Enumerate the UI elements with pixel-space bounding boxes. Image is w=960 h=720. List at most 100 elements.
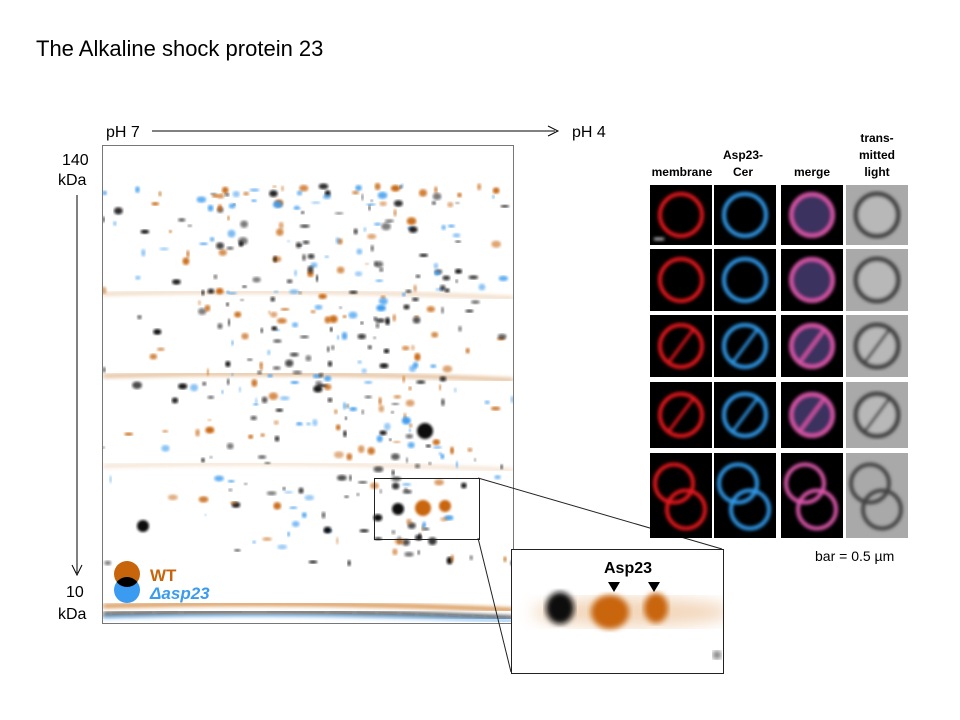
gel-spot (399, 184, 402, 189)
gel-spot (299, 224, 310, 228)
gel-spot (355, 185, 362, 191)
gel-spot (240, 298, 244, 302)
gel-spot (242, 285, 247, 288)
gel-spot (363, 227, 367, 232)
gel-spot (204, 513, 207, 517)
column-header-asp23-cer: Asp23- Cer (722, 148, 763, 179)
micrograph-membrane (650, 315, 712, 377)
micrograph-merge (781, 382, 843, 448)
gel-spot (227, 292, 237, 295)
gel-spot (104, 560, 112, 566)
gel-spot (272, 366, 281, 370)
gel-spot (282, 486, 286, 491)
gel-spot (266, 491, 277, 496)
gel-spot (312, 419, 318, 427)
gel-spot (113, 221, 117, 226)
gel-spot (217, 323, 223, 330)
gel-spot (301, 254, 306, 261)
gel-spot (354, 271, 363, 277)
gel-spot (407, 441, 415, 449)
gel-spot (391, 482, 400, 490)
legend-circles (114, 561, 140, 603)
gel-spot (344, 495, 349, 498)
gel-spot (238, 237, 248, 245)
gel-spot (206, 368, 209, 376)
gel-spot (364, 395, 372, 399)
legend-wt: WT (150, 566, 177, 585)
gel-spot (260, 433, 265, 437)
gel-spot (411, 297, 419, 302)
gel-spot (162, 429, 169, 433)
gel-spot (189, 383, 199, 392)
gel-spot (137, 520, 149, 532)
gel-spot (267, 349, 271, 356)
gel-spot (196, 196, 207, 203)
gel-spot (215, 242, 225, 250)
gel-spot (213, 274, 218, 280)
micrograph-membrane (650, 453, 712, 538)
gel-spot (367, 233, 377, 240)
gel-spot (257, 455, 267, 459)
gel-spot (324, 316, 331, 324)
gel-spot (379, 430, 387, 436)
gel-spot (379, 201, 387, 207)
gel-spot (433, 446, 442, 449)
gel-spot (264, 461, 271, 465)
gel-spot (346, 453, 353, 461)
gel-spot (353, 228, 358, 235)
gel-spot (442, 275, 451, 281)
gel-spot (392, 314, 397, 322)
mw-bottom-unit: kDa (58, 606, 87, 623)
micrograph-asp23-cer (714, 315, 776, 377)
gel-spot (187, 224, 193, 228)
gel-spot (273, 420, 279, 425)
gel-spot (210, 192, 217, 195)
gel-spot (364, 380, 373, 384)
gel-spot (207, 288, 215, 294)
gel-spot (414, 463, 421, 469)
gel-spot (468, 275, 479, 280)
gel-spot (227, 215, 230, 221)
gel-spot (113, 207, 123, 215)
gel-spot (103, 190, 107, 196)
2d-gel-image (102, 145, 514, 624)
gel-spot (430, 364, 437, 369)
gel-spot (296, 244, 303, 247)
gel-spot (491, 240, 501, 248)
gel-spot (441, 306, 444, 314)
gel-spot (433, 262, 439, 269)
gel-spot (275, 228, 284, 236)
gel-spot (137, 315, 142, 320)
gel-spot (249, 188, 260, 192)
gel-spot (290, 380, 299, 385)
gel-spot (378, 397, 382, 406)
gel-spot (439, 376, 447, 382)
gel-spot (186, 250, 190, 258)
gel-spot (391, 410, 394, 414)
gel-spot (432, 192, 442, 201)
gel-spot (331, 345, 335, 351)
gel-spot (204, 304, 211, 312)
gel-spot (500, 464, 503, 470)
gel-spot (458, 325, 462, 332)
gel-spot (414, 315, 419, 318)
gel-spot (401, 345, 410, 351)
gel-spot (373, 316, 378, 321)
gel-spot (402, 489, 412, 494)
gel-spot (391, 402, 400, 406)
gel-spot (257, 370, 262, 375)
gel-spot (201, 289, 205, 296)
gel-spot (278, 221, 284, 230)
gel-spot (234, 549, 241, 552)
gel-spot (439, 384, 442, 391)
gel-spot (224, 193, 230, 197)
gel-spot (341, 332, 348, 340)
gel-spot (323, 375, 332, 382)
zoomed-gel-region (511, 549, 724, 674)
gel-spot (275, 328, 280, 332)
gel-spot (405, 433, 414, 439)
gel-spot (455, 460, 458, 469)
gel-spot (405, 289, 412, 294)
gel-spot (273, 339, 282, 343)
gel-spot (215, 287, 224, 295)
